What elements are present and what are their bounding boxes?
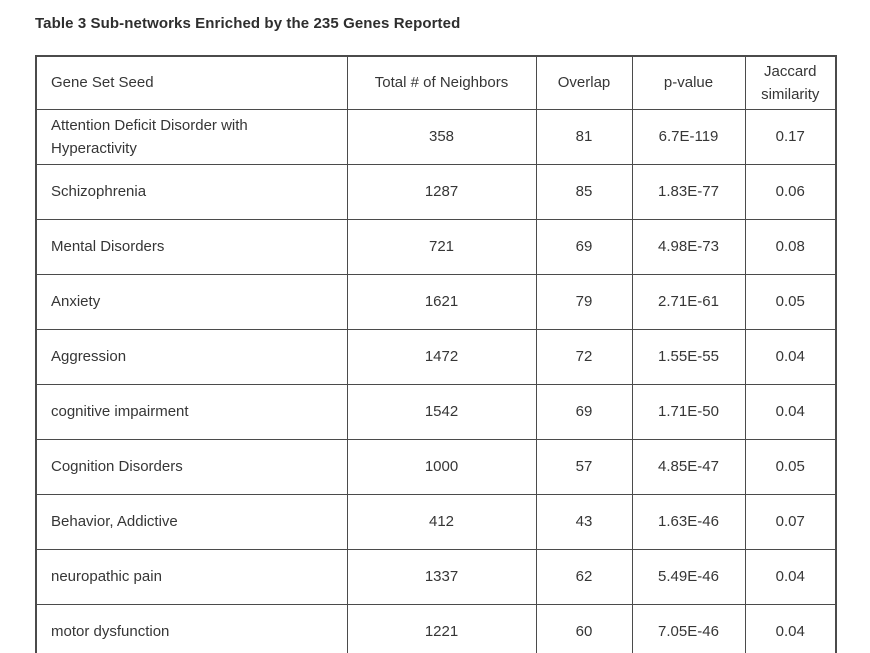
cell-p-value: 5.49E-46 <box>631 549 746 605</box>
cell-jaccard-similarity: 0.05 <box>744 439 837 495</box>
cell-total-neighbors: 1287 <box>346 164 537 220</box>
cell-jaccard-similarity: 0.05 <box>744 274 837 330</box>
cell-jaccard-similarity: 0.17 <box>744 109 837 165</box>
table-caption: Table 3 Sub-networks Enriched by the 235… <box>35 15 461 32</box>
col-header-jaccard-similarity: Jaccard similarity <box>744 55 837 110</box>
cell-gene-set-seed: Behavior, Addictive <box>35 494 348 550</box>
cell-p-value: 2.71E-61 <box>631 274 746 330</box>
cell-overlap: 60 <box>535 604 633 653</box>
cell-p-value: 7.05E-46 <box>631 604 746 653</box>
cell-total-neighbors: 358 <box>346 109 537 165</box>
cell-p-value: 6.7E-119 <box>631 109 746 165</box>
table-row: Mental Disorders 721 69 4.98E-73 0.08 <box>35 219 837 275</box>
cell-total-neighbors: 1337 <box>346 549 537 605</box>
gene-sets-table: Gene Set Seed Total # of Neighbors Overl… <box>35 55 837 653</box>
cell-jaccard-similarity: 0.04 <box>744 329 837 385</box>
cell-total-neighbors: 1621 <box>346 274 537 330</box>
cell-jaccard-similarity: 0.07 <box>744 494 837 550</box>
cell-gene-set-seed: Schizophrenia <box>35 164 348 220</box>
cell-jaccard-similarity: 0.04 <box>744 604 837 653</box>
cell-gene-set-seed: motor dysfunction <box>35 604 348 653</box>
col-header-overlap: Overlap <box>535 55 633 110</box>
cell-overlap: 62 <box>535 549 633 605</box>
col-header-total-neighbors: Total # of Neighbors <box>346 55 537 110</box>
cell-gene-set-seed: Attention Deficit Disorder with Hyperact… <box>35 109 348 165</box>
cell-total-neighbors: 412 <box>346 494 537 550</box>
col-header-p-value: p-value <box>631 55 746 110</box>
table-row: Attention Deficit Disorder with Hyperact… <box>35 109 837 165</box>
cell-gene-set-seed: Cognition Disorders <box>35 439 348 495</box>
table-row: neuropathic pain 1337 62 5.49E-46 0.04 <box>35 549 837 605</box>
cell-total-neighbors: 1000 <box>346 439 537 495</box>
cell-p-value: 1.83E-77 <box>631 164 746 220</box>
cell-gene-set-seed: Mental Disorders <box>35 219 348 275</box>
table-row: Aggression 1472 72 1.55E-55 0.04 <box>35 329 837 385</box>
cell-gene-set-seed: cognitive impairment <box>35 384 348 440</box>
cell-overlap: 85 <box>535 164 633 220</box>
cell-p-value: 1.55E-55 <box>631 329 746 385</box>
cell-gene-set-seed: Anxiety <box>35 274 348 330</box>
cell-overlap: 69 <box>535 384 633 440</box>
cell-overlap: 43 <box>535 494 633 550</box>
table-row: Schizophrenia 1287 85 1.83E-77 0.06 <box>35 164 837 220</box>
cell-overlap: 81 <box>535 109 633 165</box>
table-row: Anxiety 1621 79 2.71E-61 0.05 <box>35 274 837 330</box>
cell-total-neighbors: 1472 <box>346 329 537 385</box>
cell-overlap: 72 <box>535 329 633 385</box>
table-row: motor dysfunction 1221 60 7.05E-46 0.04 <box>35 604 837 653</box>
cell-overlap: 57 <box>535 439 633 495</box>
cell-gene-set-seed: Aggression <box>35 329 348 385</box>
cell-overlap: 79 <box>535 274 633 330</box>
cell-jaccard-similarity: 0.04 <box>744 384 837 440</box>
cell-gene-set-seed: neuropathic pain <box>35 549 348 605</box>
cell-p-value: 4.98E-73 <box>631 219 746 275</box>
col-header-gene-set-seed: Gene Set Seed <box>35 55 348 110</box>
cell-jaccard-similarity: 0.04 <box>744 549 837 605</box>
cell-jaccard-similarity: 0.06 <box>744 164 837 220</box>
table-body: Attention Deficit Disorder with Hyperact… <box>35 109 837 653</box>
header-row: Gene Set Seed Total # of Neighbors Overl… <box>35 55 837 110</box>
cell-p-value: 1.71E-50 <box>631 384 746 440</box>
cell-overlap: 69 <box>535 219 633 275</box>
cell-total-neighbors: 721 <box>346 219 537 275</box>
cell-p-value: 1.63E-46 <box>631 494 746 550</box>
cell-total-neighbors: 1221 <box>346 604 537 653</box>
cell-p-value: 4.85E-47 <box>631 439 746 495</box>
table-row: cognitive impairment 1542 69 1.71E-50 0.04 <box>35 384 837 440</box>
cell-total-neighbors: 1542 <box>346 384 537 440</box>
table-row: Cognition Disorders 1000 57 4.85E-47 0.05 <box>35 439 837 495</box>
table-row: Behavior, Addictive 412 43 1.63E-46 0.07 <box>35 494 837 550</box>
cell-jaccard-similarity: 0.08 <box>744 219 837 275</box>
